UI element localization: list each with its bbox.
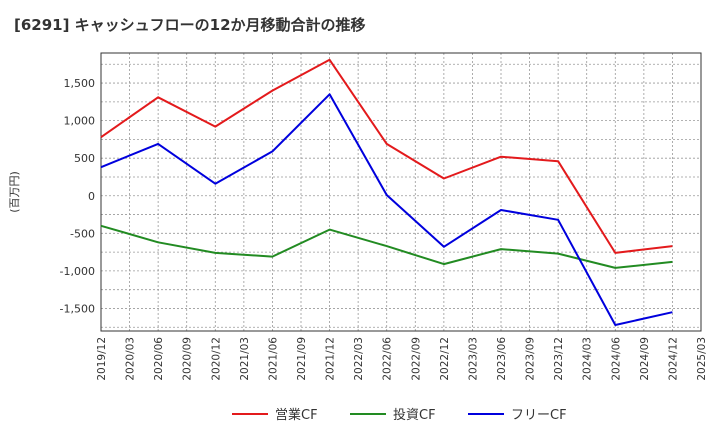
x-tick-label: 2020/03	[125, 337, 137, 381]
series-group	[100, 58, 673, 326]
chart-title: [6291] キャッシュフローの12か月移動合計の推移	[14, 16, 366, 34]
x-tick-label: 2019/12	[96, 337, 108, 381]
legend-label: 投資CF	[393, 407, 436, 423]
x-tick-label: 2020/12	[210, 337, 222, 381]
series-line-フリーCF	[100, 93, 673, 326]
x-tick-label: 2023/03	[467, 337, 479, 381]
x-tick-label: 2021/06	[267, 337, 279, 381]
x-tick-label: 2022/06	[382, 337, 394, 381]
x-tick-label: 2021/09	[296, 337, 308, 381]
x-tick-label: 2022/03	[353, 337, 365, 381]
series-line-投資CF	[100, 224, 673, 269]
x-tick-label: 2024/09	[639, 337, 651, 381]
y-tick-label: 1,000	[64, 115, 96, 128]
x-tick-label: 2025/03	[696, 337, 708, 381]
x-tick-label: 2022/09	[410, 337, 422, 381]
x-tick-label: 2020/06	[153, 337, 165, 381]
x-tick-label: 2024/12	[667, 337, 679, 381]
y-tick-label: 1,500	[64, 77, 96, 90]
x-tick-label: 2024/06	[610, 337, 622, 381]
x-tick-label: 2022/12	[439, 337, 451, 381]
y-tick-label: -500	[70, 227, 95, 240]
y-axis: -1,500 -1,000 -500 0 500 1,000 1,500	[60, 77, 95, 315]
x-tick-label: 2020/09	[182, 337, 194, 381]
x-tick-label: 2021/12	[325, 337, 337, 381]
x-axis: 2019/12 2020/03 2020/06 2020/09 2020/12 2021/…	[96, 337, 708, 381]
x-tick-label: 2023/09	[525, 337, 537, 381]
legend-label: フリーCF	[511, 408, 567, 423]
series-line-営業CF	[100, 58, 673, 254]
y-tick-label: 0	[88, 190, 95, 203]
plot-frame	[100, 52, 702, 332]
legend: 営業CF 投資CF フリーCF	[232, 407, 567, 423]
x-tick-label: 2023/06	[496, 337, 508, 381]
y-tick-label: 500	[74, 152, 95, 165]
legend-label: 営業CF	[275, 407, 318, 423]
y-tick-label: -1,000	[60, 265, 95, 278]
y-axis-label: (百万円)	[8, 171, 21, 213]
x-tick-label: 2023/12	[553, 337, 565, 381]
grid	[100, 53, 702, 331]
x-tick-label: 2024/03	[582, 337, 594, 381]
x-tick-label: 2021/03	[239, 337, 251, 381]
y-tick-label: -1,500	[60, 302, 95, 315]
